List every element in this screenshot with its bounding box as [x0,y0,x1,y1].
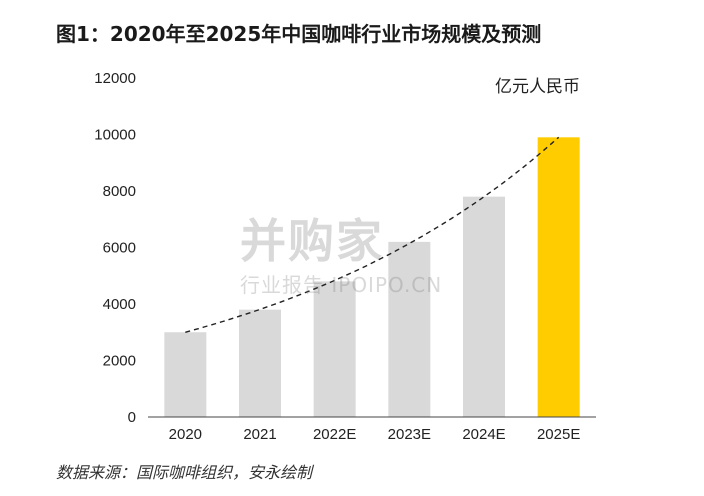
x-tick-label: 2020 [169,426,202,443]
y-tick-label: 8000 [103,183,136,200]
x-tick-label: 2025E [537,426,580,443]
y-tick-label: 12000 [94,70,136,87]
bar [463,196,505,417]
trend-line [185,136,560,333]
data-source-note: 数据来源：国际咖啡组织，安永绘制 [56,463,313,482]
y-tick-label: 0 [128,409,136,426]
x-tick-label: 2024E [462,426,505,443]
bar [313,281,356,417]
unit-label: 亿元人民币 [495,77,580,97]
bar [388,241,431,417]
bar [239,309,281,417]
y-tick-label: 2000 [103,353,136,370]
x-tick-label: 2023E [388,426,431,443]
x-tick-label: 2022E [313,426,356,443]
chart-title: 图1：2020年至2025年中国咖啡行业市场规模及预测 [56,22,542,46]
bar [164,332,207,417]
y-tick-label: 10000 [94,127,136,144]
x-tick-label: 2021 [243,426,276,443]
bar [537,137,580,417]
y-tick-label: 4000 [103,296,136,313]
y-tick-label: 6000 [103,240,136,257]
